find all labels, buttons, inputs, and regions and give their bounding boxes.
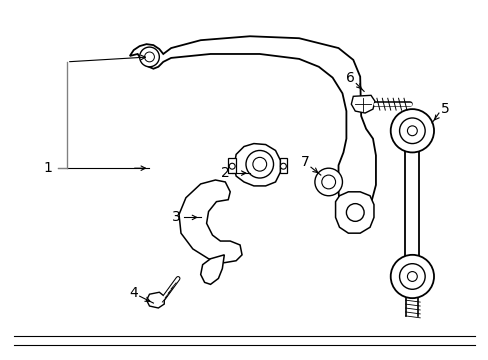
Circle shape bbox=[399, 118, 424, 144]
Polygon shape bbox=[179, 180, 242, 263]
Circle shape bbox=[346, 204, 364, 221]
Circle shape bbox=[407, 271, 416, 282]
Polygon shape bbox=[200, 255, 224, 284]
Text: 7: 7 bbox=[300, 155, 309, 169]
Polygon shape bbox=[280, 158, 287, 173]
Circle shape bbox=[252, 157, 266, 171]
Polygon shape bbox=[335, 192, 373, 233]
Polygon shape bbox=[129, 36, 375, 217]
Circle shape bbox=[229, 163, 235, 169]
Polygon shape bbox=[228, 158, 236, 173]
Circle shape bbox=[407, 126, 416, 136]
Circle shape bbox=[144, 52, 154, 62]
Polygon shape bbox=[350, 95, 374, 113]
Circle shape bbox=[399, 264, 424, 289]
Circle shape bbox=[280, 163, 286, 169]
Text: 3: 3 bbox=[171, 210, 180, 224]
Circle shape bbox=[390, 109, 433, 152]
Circle shape bbox=[314, 168, 342, 196]
Text: 4: 4 bbox=[129, 286, 138, 300]
Polygon shape bbox=[146, 292, 164, 308]
Text: 6: 6 bbox=[345, 71, 354, 85]
Circle shape bbox=[321, 175, 335, 189]
Circle shape bbox=[140, 47, 159, 67]
Text: 2: 2 bbox=[221, 166, 229, 180]
Text: 1: 1 bbox=[43, 161, 52, 175]
Circle shape bbox=[390, 255, 433, 298]
Circle shape bbox=[245, 150, 273, 178]
Polygon shape bbox=[234, 144, 280, 186]
Text: 5: 5 bbox=[440, 102, 448, 116]
